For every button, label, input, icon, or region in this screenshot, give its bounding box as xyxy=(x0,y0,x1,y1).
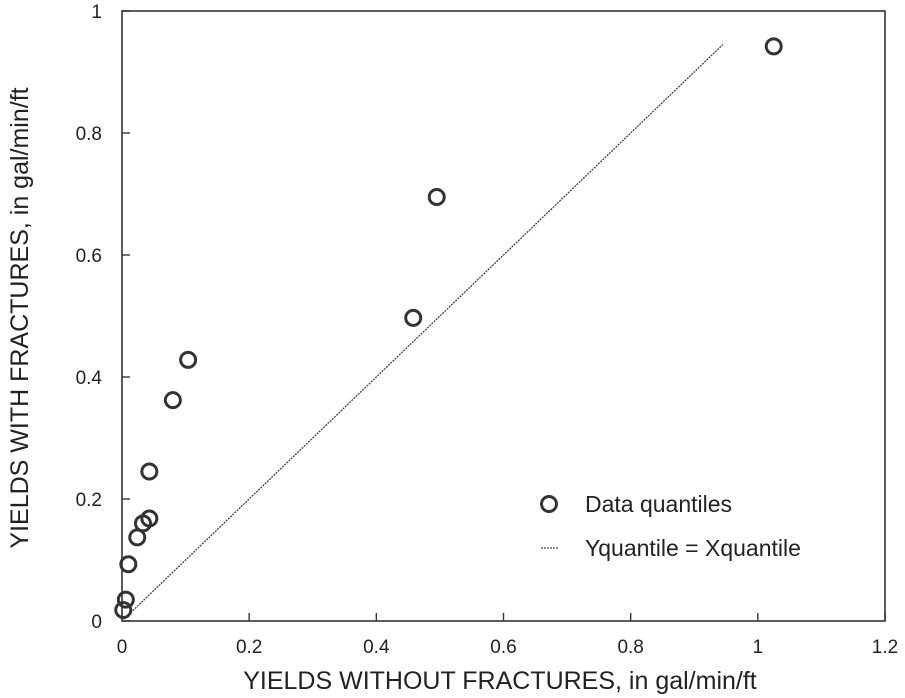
legend-marker-circle xyxy=(540,495,558,513)
data-point xyxy=(119,555,138,574)
y-tick-label: 0.6 xyxy=(76,246,102,267)
x-tick-label: 1.2 xyxy=(872,637,898,658)
data-point xyxy=(179,350,198,369)
data-point xyxy=(140,509,159,528)
legend: Data quantiles Yquantile = Xquantile xyxy=(540,491,801,561)
x-tick-label: 0.4 xyxy=(363,637,390,658)
plot-frame xyxy=(121,10,886,622)
y-tick-label: 1 xyxy=(91,2,102,23)
x-tick-label: 0 xyxy=(117,637,128,658)
x-tick-label: 1 xyxy=(753,637,764,658)
data-point xyxy=(163,391,182,410)
y-tick-label: 0 xyxy=(91,612,102,633)
x-tick-label: 0.8 xyxy=(617,637,643,658)
reference-line-y-equals-x xyxy=(121,44,724,622)
y-axis-tick-labels: 0 0.2 0.4 0.6 0.8 1 xyxy=(76,2,103,633)
legend-label-reference-line: Yquantile = Xquantile xyxy=(585,535,801,561)
legend-label-data-quantiles: Data quantiles xyxy=(585,491,732,517)
data-point xyxy=(427,188,446,207)
data-point xyxy=(404,308,423,327)
y-axis-title: YIELDS WITH FRACTURES, in gal/min/ft xyxy=(6,87,34,548)
x-axis-ticks xyxy=(121,613,886,621)
y-tick-label: 0.2 xyxy=(76,490,102,511)
y-tick-label: 0.8 xyxy=(76,124,102,145)
y-tick-label: 0.4 xyxy=(76,368,103,389)
x-tick-label: 0.6 xyxy=(490,637,516,658)
data-point xyxy=(114,601,133,620)
data-points xyxy=(114,37,783,620)
data-point xyxy=(764,37,783,56)
y-axis-ticks xyxy=(122,10,130,622)
reference-lines xyxy=(121,44,724,622)
x-axis-title: YIELDS WITHOUT FRACTURES, in gal/min/ft xyxy=(243,667,757,695)
data-point xyxy=(116,590,135,609)
x-axis-tick-labels: 0 0.2 0.4 0.6 0.8 1 1.2 xyxy=(117,637,899,658)
x-tick-label: 0.2 xyxy=(236,637,262,658)
data-point xyxy=(140,462,159,481)
